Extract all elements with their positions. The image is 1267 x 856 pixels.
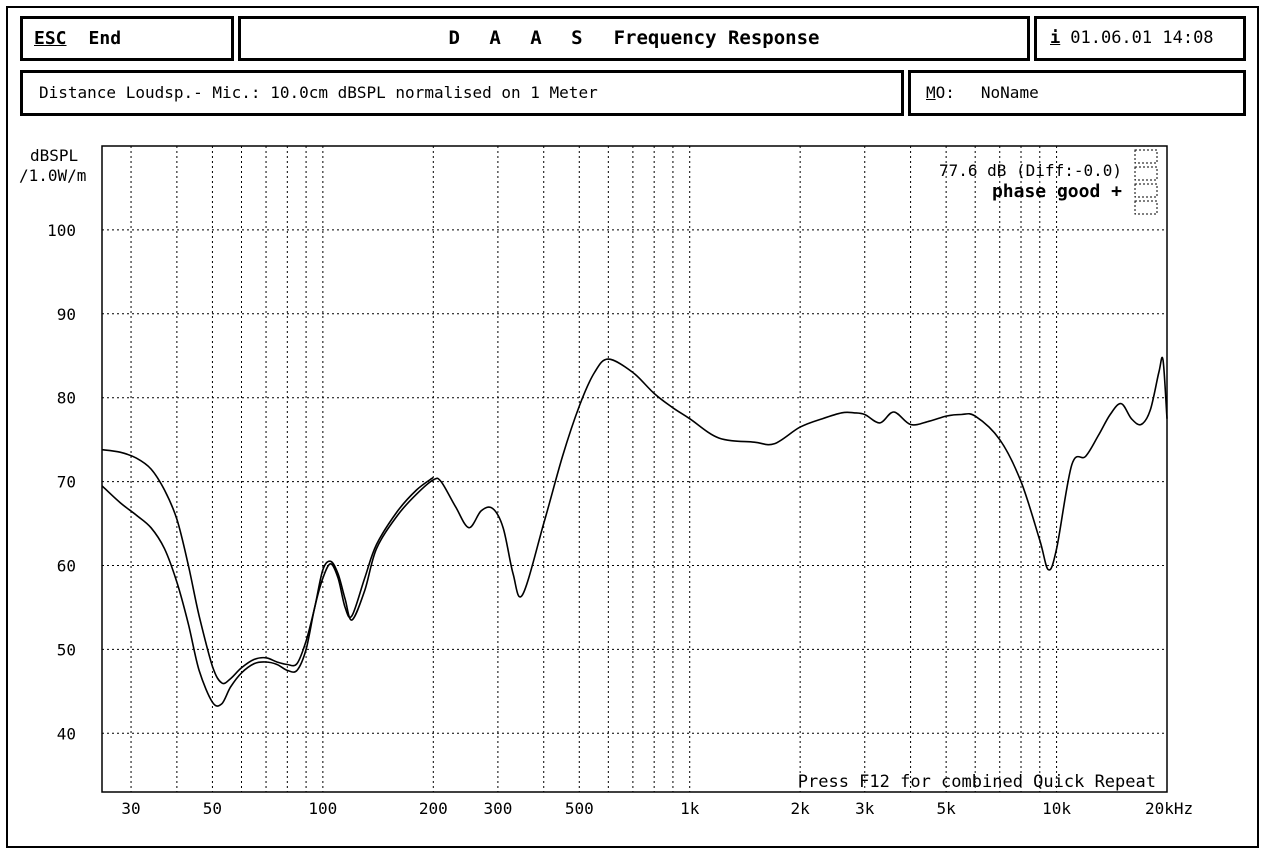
info-key: i xyxy=(1050,28,1061,48)
window-frame xyxy=(6,6,1259,848)
x-tick-label: 20kHz xyxy=(1145,799,1193,818)
title-bar: D A A S Frequency Response xyxy=(238,16,1030,61)
app-name: D A A S xyxy=(448,27,592,49)
x-tick-label: 300 xyxy=(483,799,512,818)
chart-series xyxy=(101,356,1168,707)
x-tick-label: 10k xyxy=(1042,799,1071,818)
datetime: 01.06.01 14:08 xyxy=(1070,28,1214,48)
mo-value: NoName xyxy=(980,83,1039,102)
y-tick-label: 70 xyxy=(57,473,76,492)
x-tick-label: 50 xyxy=(203,799,222,818)
phase-status: phase good + xyxy=(992,181,1122,202)
y-tick-label: 40 xyxy=(57,724,76,743)
legend-slot-3 xyxy=(1134,183,1158,198)
y-tick-label: 50 xyxy=(57,640,76,659)
y-axis-label: dBSPL xyxy=(30,146,78,165)
page-title: Frequency Response xyxy=(613,27,820,49)
plot-border xyxy=(101,145,1168,793)
y-tick-label: 90 xyxy=(57,305,76,324)
x-tick-label: 1k xyxy=(680,799,700,818)
chart-ticks: 100 90 80 70 60 50 40 30 50 100 200 300 500 1k 2k 3k 5k 1… xyxy=(47,221,1193,818)
info-datetime-box[interactable]: i 01.06.01 14:08 xyxy=(1034,16,1246,61)
legend-slot-4 xyxy=(1134,200,1158,215)
mo-label: MO: xyxy=(926,83,955,102)
end-label: End xyxy=(88,27,122,49)
x-tick-label: 500 xyxy=(565,799,594,818)
y-tick-label: 100 xyxy=(47,221,76,240)
esc-end-button[interactable]: ESC End xyxy=(20,16,234,61)
chart-grid xyxy=(102,146,1167,792)
legend-slot-2 xyxy=(1134,166,1158,181)
y-tick-label: 80 xyxy=(57,389,76,408)
x-tick-label: 30 xyxy=(121,799,140,818)
x-tick-label: 3k xyxy=(855,799,875,818)
footer-hint: Press F12 for combined Quick Repeat xyxy=(798,772,1156,792)
esc-key-label: ESC xyxy=(34,27,67,49)
legend-slots xyxy=(1134,149,1158,215)
distance-text: Distance Loudsp.- Mic.: 10.0cm dBSPL nor… xyxy=(39,83,598,102)
level-annotation: 77.6 dB (Diff:-0.0) xyxy=(939,161,1122,180)
y-axis-unit-label: /1.0W/m xyxy=(19,166,86,185)
x-tick-label: 200 xyxy=(419,799,448,818)
y-tick-label: 60 xyxy=(57,556,76,575)
distance-info-box: Distance Loudsp.- Mic.: 10.0cm dBSPL nor… xyxy=(20,70,904,116)
x-tick-label: 100 xyxy=(308,799,337,818)
response-curve-2 xyxy=(101,476,434,707)
mo-box[interactable]: MO: NoName xyxy=(908,70,1246,116)
x-tick-label: 5k xyxy=(937,799,957,818)
response-curve-1 xyxy=(101,356,1168,685)
legend-slot-1 xyxy=(1134,149,1158,164)
x-tick-label: 2k xyxy=(791,799,811,818)
